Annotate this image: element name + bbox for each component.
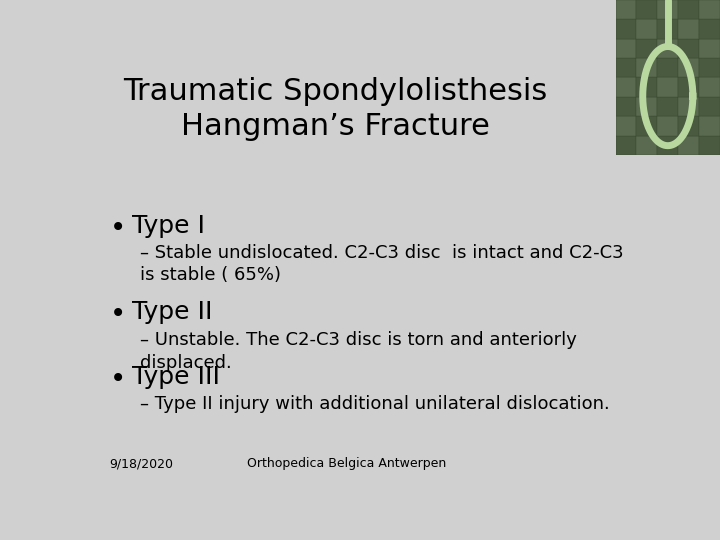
Text: Type III: Type III — [132, 365, 220, 389]
Text: – Type II injury with additional unilateral dislocation.: – Type II injury with additional unilate… — [140, 395, 610, 413]
Text: Orthopedica Belgica Antwerpen: Orthopedica Belgica Antwerpen — [247, 457, 446, 470]
Bar — [678, 97, 699, 116]
Bar — [657, 136, 678, 155]
Bar — [616, 39, 636, 58]
Text: 9/18/2020: 9/18/2020 — [109, 457, 174, 470]
Bar — [657, 58, 678, 77]
Text: •: • — [109, 365, 126, 393]
Bar — [616, 97, 636, 116]
Bar — [699, 0, 720, 19]
Bar — [657, 39, 678, 58]
Bar — [699, 136, 720, 155]
Bar — [616, 0, 636, 19]
Bar — [678, 58, 699, 77]
Bar — [636, 19, 657, 39]
Bar — [657, 0, 678, 19]
Bar — [636, 0, 657, 19]
Bar — [657, 77, 678, 97]
Bar — [616, 58, 636, 77]
Text: •: • — [109, 300, 126, 328]
Bar — [636, 97, 657, 116]
Bar — [636, 58, 657, 77]
Bar — [699, 19, 720, 39]
Text: •: • — [109, 214, 126, 242]
Bar — [678, 136, 699, 155]
Bar — [616, 77, 636, 97]
Bar — [678, 0, 699, 19]
Bar — [616, 116, 636, 136]
Text: Type I: Type I — [132, 214, 205, 239]
Bar — [699, 58, 720, 77]
Bar — [616, 19, 636, 39]
Bar — [678, 116, 699, 136]
Bar — [699, 97, 720, 116]
Bar — [636, 77, 657, 97]
Text: Type II: Type II — [132, 300, 212, 323]
Text: Traumatic Spondylolisthesis
Hangman’s Fracture: Traumatic Spondylolisthesis Hangman’s Fr… — [123, 77, 548, 141]
Bar — [699, 77, 720, 97]
Bar — [678, 77, 699, 97]
Bar — [636, 39, 657, 58]
Bar — [657, 97, 678, 116]
Bar — [699, 39, 720, 58]
Bar — [678, 19, 699, 39]
Bar — [657, 19, 678, 39]
Bar — [616, 136, 636, 155]
Text: – Unstable. The C2-C3 disc is torn and anteriorly
displaced.: – Unstable. The C2-C3 disc is torn and a… — [140, 331, 577, 372]
Bar — [636, 116, 657, 136]
Bar — [657, 116, 678, 136]
Bar — [636, 136, 657, 155]
Bar — [678, 39, 699, 58]
Bar — [699, 116, 720, 136]
Text: – Stable undislocated. C2-C3 disc  is intact and C2-C3
is stable ( 65%): – Stable undislocated. C2-C3 disc is int… — [140, 244, 624, 285]
